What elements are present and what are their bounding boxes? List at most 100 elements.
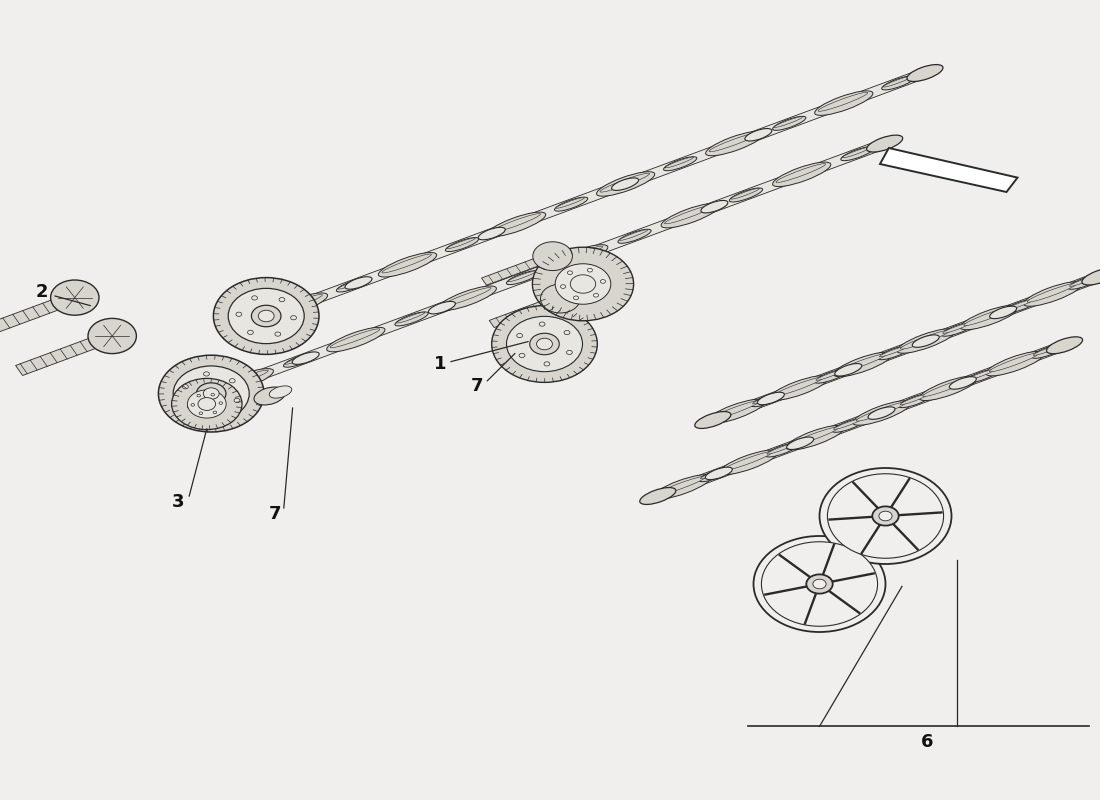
- Ellipse shape: [766, 443, 799, 457]
- Ellipse shape: [1004, 298, 1037, 313]
- Circle shape: [519, 354, 525, 358]
- Ellipse shape: [883, 76, 912, 87]
- Ellipse shape: [666, 157, 693, 168]
- Ellipse shape: [508, 271, 537, 282]
- Circle shape: [530, 334, 559, 354]
- Ellipse shape: [663, 157, 696, 170]
- Circle shape: [172, 378, 242, 430]
- Ellipse shape: [774, 117, 803, 127]
- Ellipse shape: [707, 399, 766, 424]
- Circle shape: [517, 334, 522, 338]
- Ellipse shape: [395, 312, 428, 326]
- Ellipse shape: [767, 443, 795, 454]
- Ellipse shape: [758, 392, 784, 405]
- Ellipse shape: [770, 376, 828, 400]
- Ellipse shape: [557, 198, 584, 208]
- Circle shape: [573, 296, 579, 300]
- Ellipse shape: [912, 335, 939, 347]
- Ellipse shape: [506, 270, 540, 285]
- Ellipse shape: [698, 468, 733, 482]
- Polygon shape: [482, 253, 556, 285]
- Ellipse shape: [664, 205, 714, 224]
- Ellipse shape: [776, 163, 826, 182]
- Ellipse shape: [270, 386, 292, 398]
- Ellipse shape: [990, 306, 1016, 318]
- Ellipse shape: [428, 302, 455, 314]
- Ellipse shape: [710, 133, 759, 152]
- Circle shape: [566, 350, 572, 354]
- Ellipse shape: [701, 201, 728, 213]
- Circle shape: [204, 372, 209, 376]
- Ellipse shape: [923, 378, 972, 397]
- Circle shape: [158, 355, 264, 432]
- Ellipse shape: [338, 278, 366, 289]
- Circle shape: [191, 404, 195, 406]
- Ellipse shape: [612, 178, 639, 190]
- Circle shape: [492, 306, 597, 382]
- Circle shape: [235, 312, 242, 316]
- Ellipse shape: [553, 246, 603, 265]
- Ellipse shape: [285, 354, 314, 364]
- Ellipse shape: [852, 401, 911, 426]
- Ellipse shape: [216, 369, 274, 393]
- Ellipse shape: [487, 212, 546, 237]
- Ellipse shape: [772, 116, 806, 130]
- Ellipse shape: [878, 346, 911, 360]
- Ellipse shape: [186, 387, 221, 405]
- Ellipse shape: [241, 311, 276, 329]
- Circle shape: [258, 310, 274, 322]
- Ellipse shape: [723, 451, 772, 470]
- Ellipse shape: [1033, 345, 1062, 355]
- Ellipse shape: [901, 330, 950, 349]
- Circle shape: [587, 268, 593, 272]
- Ellipse shape: [550, 245, 608, 269]
- Ellipse shape: [986, 351, 1044, 376]
- Circle shape: [561, 285, 565, 288]
- Ellipse shape: [596, 172, 654, 196]
- Circle shape: [827, 474, 944, 558]
- Ellipse shape: [752, 393, 781, 404]
- Circle shape: [540, 284, 580, 313]
- Ellipse shape: [701, 468, 728, 478]
- Circle shape: [197, 383, 226, 404]
- Ellipse shape: [618, 230, 651, 243]
- Ellipse shape: [967, 370, 996, 380]
- Ellipse shape: [491, 214, 540, 233]
- Ellipse shape: [273, 294, 322, 314]
- Circle shape: [556, 264, 610, 304]
- Ellipse shape: [772, 162, 830, 186]
- Ellipse shape: [254, 387, 285, 405]
- Text: 2: 2: [35, 283, 48, 301]
- Circle shape: [594, 294, 598, 297]
- Ellipse shape: [1046, 337, 1082, 354]
- Ellipse shape: [478, 227, 505, 240]
- Ellipse shape: [695, 411, 730, 429]
- Circle shape: [275, 332, 280, 336]
- Circle shape: [51, 280, 99, 315]
- Ellipse shape: [815, 91, 873, 115]
- Text: 7: 7: [268, 505, 282, 522]
- Circle shape: [290, 316, 297, 320]
- Ellipse shape: [899, 394, 932, 408]
- Text: 7: 7: [471, 377, 484, 394]
- Circle shape: [229, 378, 235, 383]
- Ellipse shape: [790, 427, 839, 446]
- Circle shape: [228, 288, 305, 344]
- Ellipse shape: [1032, 344, 1065, 358]
- Ellipse shape: [1068, 275, 1100, 290]
- Circle shape: [252, 306, 280, 326]
- Circle shape: [187, 404, 194, 409]
- Ellipse shape: [867, 135, 903, 152]
- Ellipse shape: [896, 329, 955, 354]
- Circle shape: [754, 536, 886, 632]
- Ellipse shape: [960, 306, 1019, 330]
- Polygon shape: [15, 336, 101, 375]
- Circle shape: [199, 412, 202, 414]
- Polygon shape: [0, 298, 64, 337]
- Ellipse shape: [943, 322, 971, 334]
- Circle shape: [252, 296, 257, 300]
- Ellipse shape: [745, 129, 772, 141]
- Ellipse shape: [900, 394, 928, 405]
- Ellipse shape: [396, 312, 425, 323]
- Ellipse shape: [705, 467, 733, 480]
